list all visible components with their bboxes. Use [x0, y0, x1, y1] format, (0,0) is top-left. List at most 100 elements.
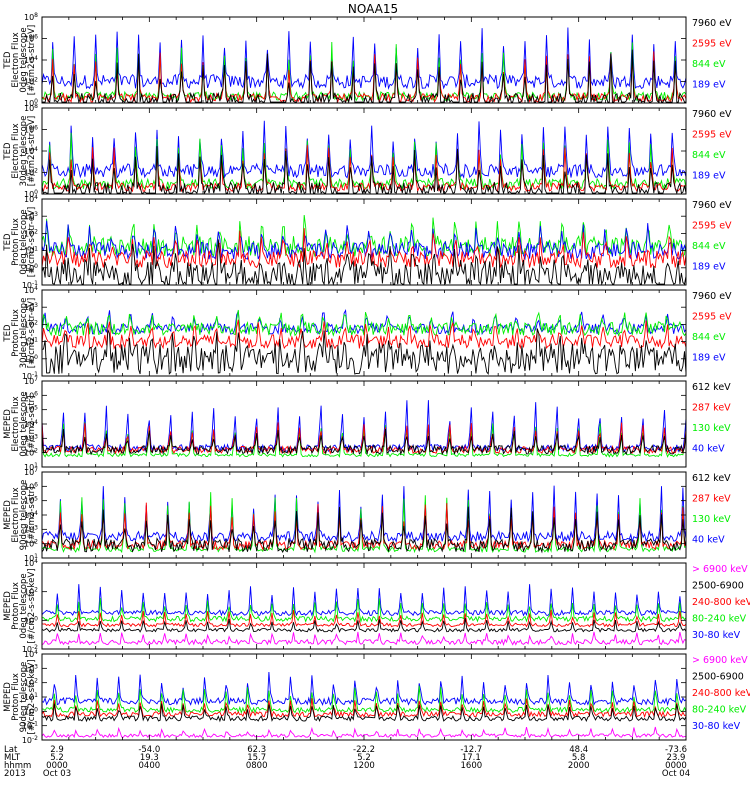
y-tick-label: 10-2 — [22, 735, 38, 745]
y-tick-label: 106 — [24, 34, 38, 44]
y-tick-label: 108 — [24, 12, 38, 22]
x-tick-label-lat: 48.4 — [569, 745, 588, 755]
y-axis-label-line: [#/cm2-s-str-keV] — [27, 660, 37, 735]
legend-entry: 844 eV — [692, 241, 726, 252]
series-line-green — [41, 597, 687, 624]
legend-entry: 130 keV — [692, 423, 731, 434]
series-line-black — [41, 703, 687, 723]
x-tick-label-hhmm: 0000 — [665, 761, 687, 771]
y-tick-label: 103 — [24, 433, 38, 443]
series-line-red — [41, 319, 687, 350]
x-tick-label-lat: 2.9 — [50, 745, 64, 755]
x-tick-label-mlt: 5.8 — [572, 753, 586, 763]
y-axis-label-line: Electron Flux — [11, 32, 21, 87]
y-tick-label: 102 — [24, 228, 38, 238]
legend-entry: 612 keV — [692, 473, 731, 484]
legend-entry: 240-800 keV — [692, 597, 750, 608]
y-tick-label: 104 — [24, 419, 38, 429]
y-tick-label: 102 — [24, 319, 38, 329]
y-axis-label-line: MEPED — [3, 591, 13, 621]
y-axis-label-line: Electron Flux — [11, 396, 21, 451]
x-tick-label-lat: -22.2 — [353, 745, 375, 755]
y-axis-label-line: MEPED — [3, 409, 13, 439]
series-line-green — [41, 309, 687, 338]
y-tick-label: 101 — [24, 246, 38, 256]
legend-entry: 7960 eV — [692, 200, 732, 211]
y-axis-label-line: TED — [3, 51, 13, 70]
y-tick-label: 104 — [24, 194, 38, 204]
y-axis-label-line: Proton Flux — [11, 218, 21, 266]
y-axis-label-line: 0deg telescope — [19, 391, 29, 456]
legend-entry: 7960 eV — [692, 18, 732, 29]
legend-entry: 2500-6900 — [692, 581, 744, 592]
y-tick-label: 102 — [24, 168, 38, 178]
y-tick-label: 107 — [24, 467, 38, 477]
plot-title: NOAA15 — [348, 2, 398, 16]
legend-entry: > 6900 keV — [692, 564, 748, 575]
legend-entry: 189 eV — [692, 261, 726, 272]
x-row-label: MLT — [4, 753, 21, 763]
legend-entry: 287 keV — [692, 493, 731, 504]
x-tick-label-mlt: 15.7 — [247, 753, 266, 763]
series-line-blue — [41, 584, 687, 617]
y-tick-label: 105 — [24, 405, 38, 415]
x-tick-label-hhmm: 1200 — [353, 761, 375, 771]
y-tick-label: 100 — [24, 189, 38, 199]
series-line-red — [41, 51, 687, 104]
y-tick-label: 104 — [24, 558, 38, 568]
series-line-blue — [41, 671, 687, 707]
x-tick-label-lat: 62.3 — [247, 745, 266, 755]
series-line-black — [41, 617, 687, 633]
y-tick-label: 100 — [24, 706, 38, 716]
x-tick-label-lat: -12.7 — [460, 745, 482, 755]
legend-entry: 189 eV — [692, 352, 726, 363]
y-tick-label: 103 — [24, 524, 38, 534]
series-line-red — [41, 698, 687, 719]
panel-frame — [41, 562, 687, 650]
y-tick-label: 10-1 — [22, 280, 38, 290]
series-line-black — [41, 428, 687, 456]
x-tick-label-hhmm: 1600 — [461, 761, 483, 771]
x-tick-label-mlt: 19.3 — [140, 753, 159, 763]
y-tick-label: 106 — [24, 125, 38, 135]
legend-entry: 80-240 keV — [692, 614, 747, 625]
y-axis-label-line: 30deg telescope — [19, 116, 29, 187]
y-tick-label: 101 — [24, 553, 38, 563]
series-line-blue — [41, 120, 687, 179]
y-tick-label: 101 — [24, 337, 38, 347]
legend-entry: 30-80 keV — [692, 630, 741, 641]
legend-entry: 7960 eV — [692, 291, 732, 302]
legend-entry: 287 keV — [692, 402, 731, 413]
series-line-red — [41, 228, 687, 270]
x-tick-label-mlt: 5.2 — [50, 753, 64, 763]
y-tick-label: 10-1 — [22, 721, 38, 731]
y-axis-label-line: [#/cm2-s-str-keV] — [27, 569, 37, 644]
legend-entry: 844 eV — [692, 59, 726, 70]
y-tick-label: 104 — [24, 510, 38, 520]
y-tick-label: 106 — [24, 390, 38, 400]
y-axis-label-line: [#/cm2-s-str] — [27, 487, 37, 544]
y-tick-label: 102 — [24, 539, 38, 549]
y-tick-label: 101 — [24, 462, 38, 472]
x-tick-label-lat: -73.6 — [665, 745, 687, 755]
y-tick-label: 101 — [24, 692, 38, 702]
y-axis-label-line: Electron Flux — [11, 487, 21, 542]
x-tick-label-mlt: 5.2 — [357, 753, 371, 763]
x-row-label: Lat — [4, 745, 18, 755]
x-tick-label-date: Oct 03 — [43, 769, 71, 779]
y-axis-label-line: 0deg telescope — [19, 573, 29, 638]
series-line-black — [41, 506, 687, 554]
y-tick-label: 10-1 — [22, 371, 38, 381]
y-axis-label-line: [#/cm2-s-str-eV] — [27, 207, 37, 277]
y-tick-label: 103 — [24, 211, 38, 221]
